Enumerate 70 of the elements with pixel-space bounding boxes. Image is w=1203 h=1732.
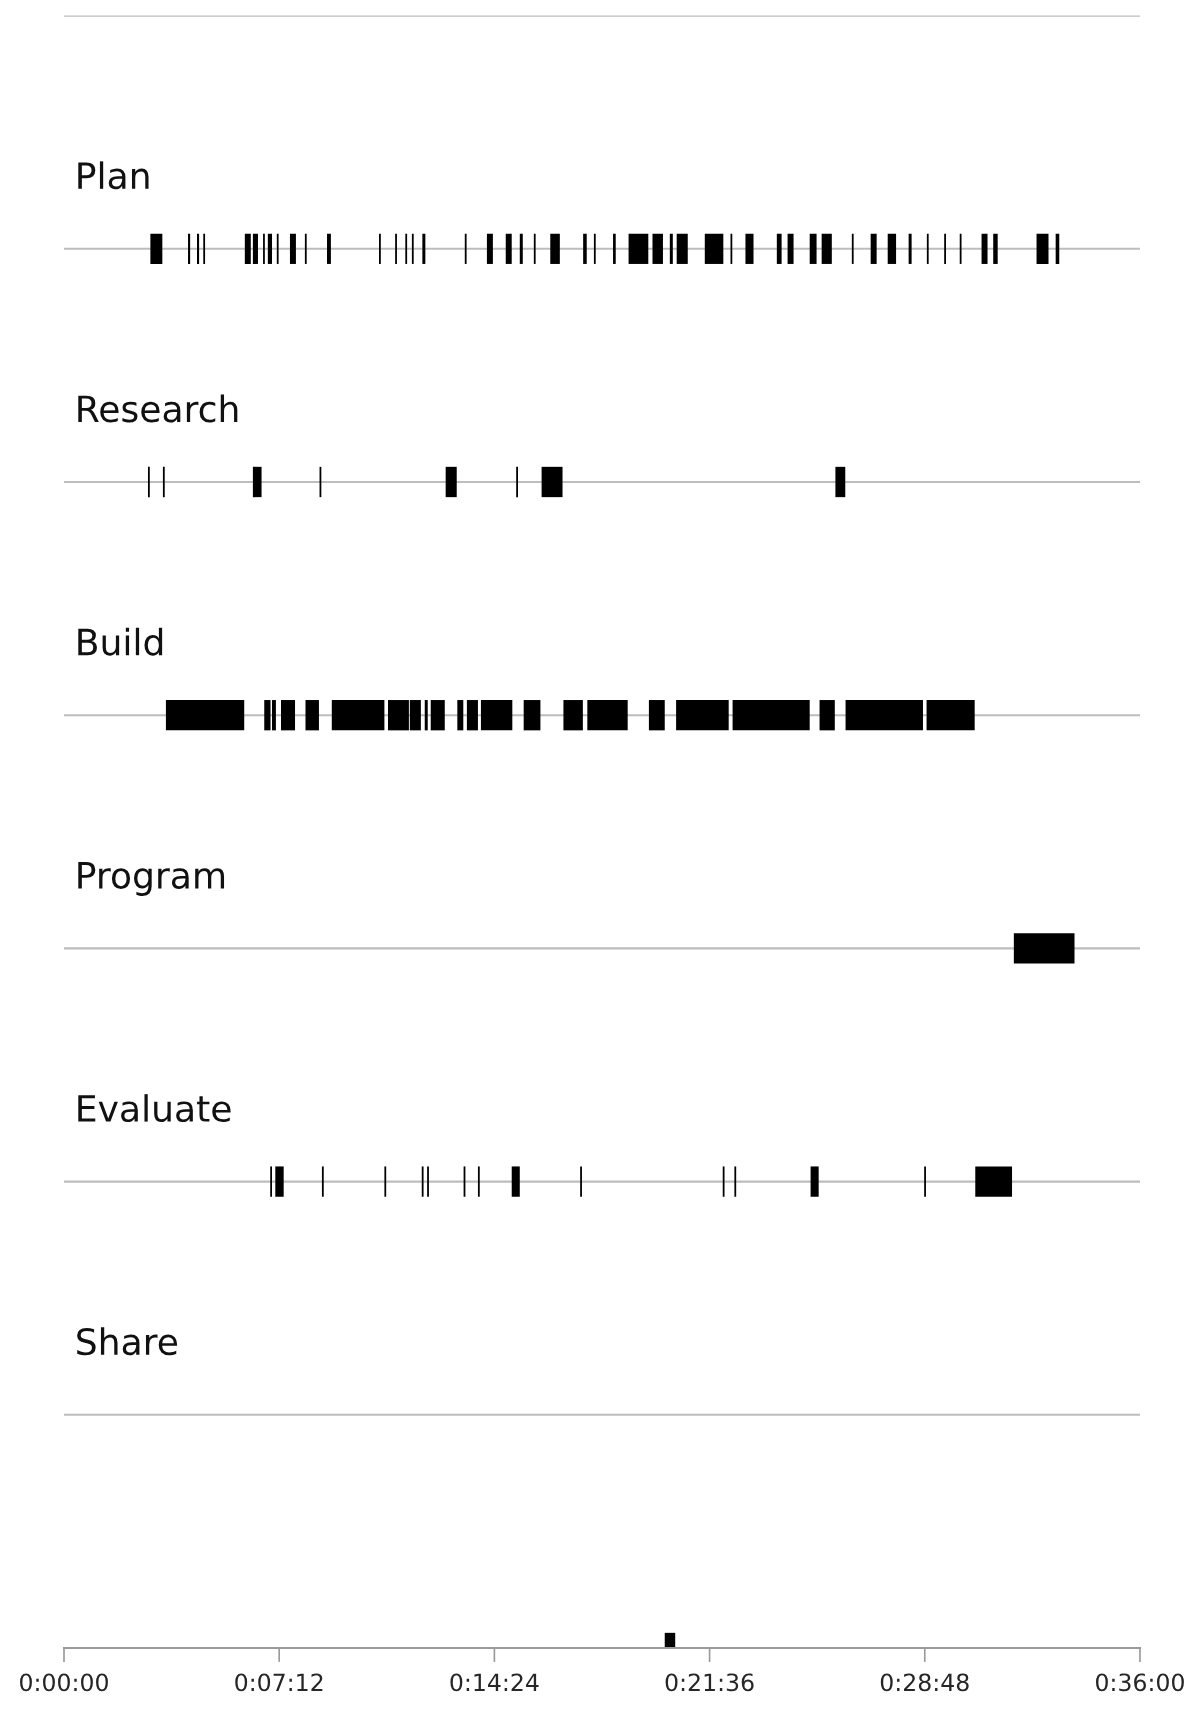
bar	[563, 700, 583, 731]
bar	[331, 700, 385, 731]
x-tick-label: 0:28:48	[880, 1673, 969, 1692]
bar	[519, 233, 523, 264]
bar	[776, 233, 782, 264]
bar	[787, 233, 794, 264]
bar	[652, 233, 663, 264]
bar	[821, 233, 832, 264]
bar	[445, 466, 457, 498]
bar	[486, 233, 493, 264]
bar	[628, 233, 649, 264]
x-tick-label: 0:36:00	[1096, 1673, 1184, 1692]
y-tick-label: Share	[77, 1327, 178, 1356]
bar	[244, 233, 251, 264]
bar	[550, 233, 560, 264]
bar	[150, 233, 163, 264]
bar	[523, 700, 541, 731]
bar	[1013, 933, 1075, 964]
bar	[1036, 233, 1049, 264]
bar	[424, 700, 428, 731]
bar	[188, 233, 191, 264]
bar	[587, 700, 628, 731]
bar	[908, 233, 912, 264]
y-tick-label: Plan	[78, 161, 149, 190]
bar	[819, 700, 835, 731]
bar	[305, 700, 319, 731]
bar	[732, 700, 810, 731]
bar	[280, 700, 296, 731]
bar	[975, 1166, 1013, 1197]
bar	[466, 700, 478, 731]
x-tick-label: 0:07:12	[235, 1673, 323, 1692]
bar	[887, 233, 897, 264]
bar	[197, 233, 200, 264]
bar	[613, 233, 616, 264]
bar	[926, 700, 975, 731]
bar	[165, 700, 245, 731]
y-tick-label: Research	[78, 394, 238, 423]
bar	[676, 700, 729, 731]
bar	[870, 233, 877, 264]
bar	[457, 700, 464, 731]
bar	[252, 233, 258, 264]
bar	[480, 700, 513, 731]
bar	[505, 233, 512, 264]
bar	[327, 233, 331, 264]
x-tick-label: 0:00:00	[20, 1673, 108, 1692]
bar	[583, 233, 587, 264]
bar	[676, 233, 688, 264]
bar	[511, 1166, 520, 1197]
bar	[275, 1166, 284, 1197]
bar	[669, 233, 673, 264]
bar	[835, 466, 846, 498]
bar	[252, 466, 262, 498]
bar	[745, 233, 754, 264]
bar	[648, 700, 665, 731]
y-tick-label: Build	[78, 627, 163, 656]
x-tick-label: 0:14:24	[450, 1673, 539, 1692]
bar	[810, 1166, 819, 1197]
bar	[993, 233, 998, 264]
y-tick-label: Evaluate	[78, 1094, 231, 1123]
x-tick-label: 0:21:36	[665, 1673, 754, 1692]
y-tick-label: Program	[78, 862, 225, 896]
bar	[809, 233, 817, 264]
bar	[422, 233, 426, 264]
bar	[845, 700, 923, 731]
bar	[981, 233, 988, 264]
bar	[541, 466, 563, 498]
bar	[289, 233, 296, 264]
bar	[267, 233, 273, 264]
bar	[430, 700, 445, 731]
bar	[704, 233, 724, 264]
